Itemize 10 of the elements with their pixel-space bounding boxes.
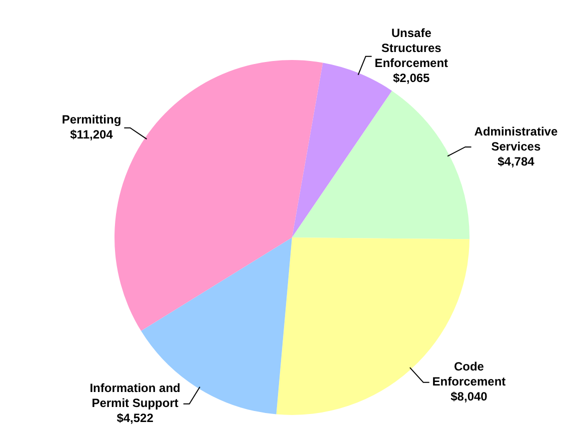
slice-label: Permitting xyxy=(62,112,122,127)
slice-label: Information and Permit Support xyxy=(90,381,180,410)
slice-label: Administrative Services xyxy=(474,124,558,154)
slice-label: Unsafe Structures Enforcement xyxy=(374,26,448,70)
data-label: $2,065 xyxy=(393,71,430,86)
slice-label: Code Enforcement xyxy=(432,360,506,389)
data-label: $4,522 xyxy=(116,411,154,426)
data-label: $4,784 xyxy=(498,154,535,168)
data-label: $11,204 xyxy=(70,128,114,142)
data-label: $8,040 xyxy=(450,390,488,404)
